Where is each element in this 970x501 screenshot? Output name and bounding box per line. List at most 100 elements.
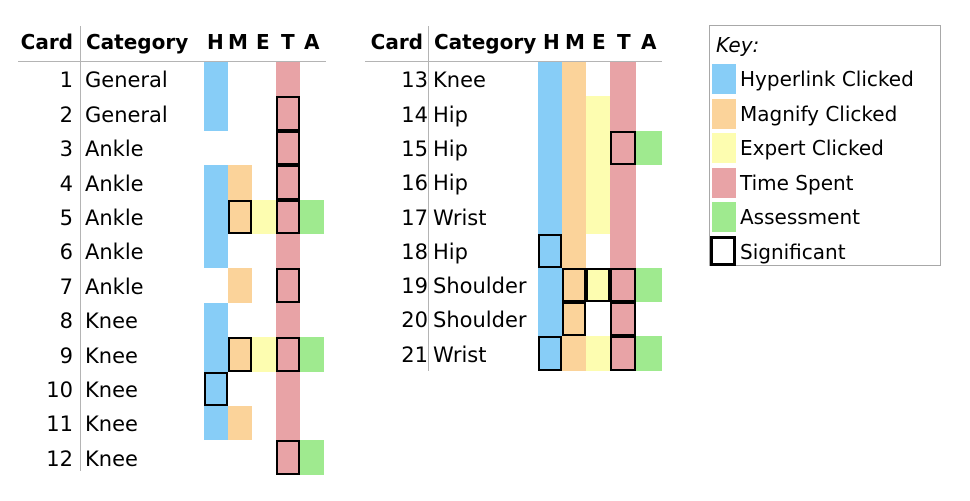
card-number: 13 <box>401 68 428 92</box>
cell-a-cards-5-5 <box>300 200 324 234</box>
significant-marker-e <box>586 268 610 302</box>
card-number: 18 <box>401 240 428 264</box>
card-number: 12 <box>46 446 73 471</box>
card-number: 17 <box>401 205 428 230</box>
card-number: 19 <box>401 274 428 298</box>
card-number: 16 <box>401 171 428 195</box>
table2-column-divider <box>428 26 429 371</box>
significant-marker-t <box>610 302 636 336</box>
category-label: Ankle <box>85 274 144 299</box>
table1-header-card: Card <box>20 30 73 54</box>
category-label: Shoulder <box>433 308 527 332</box>
table1-header-category: Category <box>86 30 189 54</box>
card-number: 20 <box>401 308 428 332</box>
card-number: 15 <box>401 137 428 161</box>
card-number: 5 <box>59 206 73 230</box>
table2-header-card: Card <box>370 30 423 54</box>
category-label: Hip <box>433 137 468 161</box>
significant-marker-m <box>562 302 586 336</box>
table2-header-m: M <box>565 30 585 54</box>
significant-marker-t <box>276 268 300 303</box>
key-label-magnify: Magnify Clicked <box>740 102 898 126</box>
significant-marker-t <box>276 200 300 234</box>
key-swatch-assessment <box>712 202 736 232</box>
significant-marker-m <box>228 337 252 372</box>
cell-a-cards-19-19 <box>636 268 662 302</box>
category-label: Hip <box>433 240 468 264</box>
category-label: Hip <box>433 171 468 195</box>
category-label: Ankle <box>85 137 144 161</box>
card-number: 10 <box>46 378 73 402</box>
cell-h-cards-13-21 <box>538 62 562 371</box>
cell-e-cards-21-21 <box>586 336 610 371</box>
card-number: 3 <box>59 137 73 161</box>
card-number: 14 <box>401 102 428 127</box>
category-label: Ankle <box>85 206 144 230</box>
card-number: 2 <box>59 102 73 127</box>
key-label-significant: Significant <box>740 240 846 264</box>
significant-marker-h <box>538 234 562 268</box>
category-label: Knee <box>85 343 138 368</box>
table1-header-h: H <box>207 30 224 54</box>
category-label: Knee <box>85 309 138 333</box>
table1-header-e: E <box>256 30 270 54</box>
key-label-expert: Expert Clicked <box>740 136 884 160</box>
table1-header-rule <box>18 61 326 62</box>
table2-header-h: H <box>543 30 560 54</box>
table1-column-divider <box>80 26 81 471</box>
category-label: Knee <box>433 68 486 92</box>
key-label-hyperlink: Hyperlink Clicked <box>740 67 914 91</box>
significant-marker-t <box>610 131 636 165</box>
cell-m-cards-13-21 <box>562 62 586 371</box>
significant-marker-m <box>228 200 252 234</box>
cell-a-cards-21-21 <box>636 336 662 371</box>
category-label: General <box>85 68 168 92</box>
cell-e-cards-19-19 <box>586 268 610 302</box>
card-number: 4 <box>59 171 73 196</box>
key-swatch-magnify <box>712 99 736 129</box>
category-label: Shoulder <box>433 274 527 298</box>
key-label-assessment: Assessment <box>740 205 860 229</box>
category-label: Knee <box>85 412 138 436</box>
significant-marker-t <box>276 440 300 475</box>
cell-h-cards-4-6 <box>204 165 228 268</box>
table1-header-m: M <box>228 30 248 54</box>
significant-marker-t <box>610 268 636 302</box>
significant-marker-t <box>610 336 636 371</box>
key-swatch-time-spent <box>712 168 736 198</box>
cell-h-cards-1-2 <box>204 62 228 131</box>
significant-marker-m <box>562 268 586 302</box>
significant-marker-t <box>276 165 300 200</box>
key-label-time-spent: Time Spent <box>740 171 854 195</box>
table2-header-e: E <box>592 30 606 54</box>
cell-t-cards-13-21 <box>610 62 636 371</box>
cell-a-cards-15-15 <box>636 131 662 165</box>
category-label: Ankle <box>85 240 144 264</box>
table2-header-rule <box>365 61 662 62</box>
table2-header-category: Category <box>434 30 537 54</box>
card-number: 1 <box>59 68 73 92</box>
category-label: Wrist <box>433 205 487 230</box>
category-label: Knee <box>85 446 138 471</box>
cell-e-cards-14-17 <box>586 96 610 234</box>
significant-marker-h <box>538 336 562 371</box>
card-number: 7 <box>59 274 73 299</box>
cell-a-cards-9-9 <box>300 337 324 372</box>
significant-marker-t <box>276 131 300 165</box>
cell-m-cards-4-5 <box>228 165 252 234</box>
significant-marker-h <box>204 372 228 406</box>
table2-header-a: A <box>641 30 657 54</box>
cell-e-cards-5-5 <box>252 200 276 234</box>
card-number: 9 <box>59 343 73 368</box>
table2-header-t: T <box>617 30 631 54</box>
category-label: Hip <box>433 102 468 127</box>
table1-header-t: T <box>281 30 295 54</box>
card-number: 11 <box>46 412 73 436</box>
card-number: 21 <box>401 342 428 367</box>
card-number: 8 <box>59 309 73 333</box>
cell-m-cards-11-11 <box>228 406 252 440</box>
cell-m-cards-9-9 <box>228 337 252 372</box>
key-swatch-expert <box>712 133 736 163</box>
key-title: Key: <box>716 33 760 57</box>
card-number: 6 <box>59 240 73 264</box>
